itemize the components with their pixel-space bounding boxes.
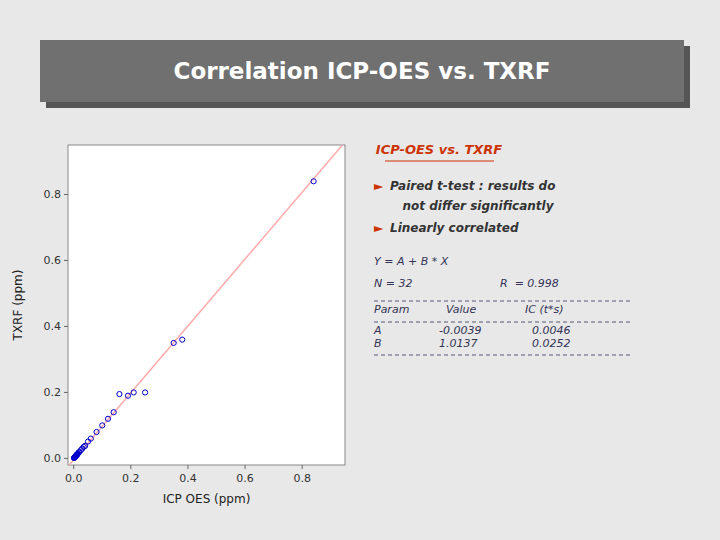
- table-separator: [374, 322, 633, 323]
- point: [105, 416, 110, 421]
- annotation: Param: [374, 303, 409, 316]
- y-tick-label: 0.4: [44, 320, 62, 333]
- x-tick: [245, 465, 246, 469]
- point: [94, 429, 99, 434]
- chart: Correlation ICP-OES vs. TXRF 0.0 0.2 0.4 0.6…: [0, 0, 720, 540]
- x-tick-label: 0.4: [179, 472, 197, 485]
- bullet: ►: [374, 221, 384, 235]
- y-tick: [64, 458, 68, 459]
- panel-title-underline: [385, 161, 494, 162]
- annotation: -0.0039: [439, 324, 481, 337]
- annotation: Y = A + B * X: [374, 255, 449, 268]
- y-tick: [64, 326, 68, 327]
- annotation: N = 32: [374, 277, 412, 290]
- annotation: IC (t*s): [525, 303, 564, 316]
- plot-marks: [68, 145, 345, 465]
- point: [111, 410, 116, 415]
- title: Correlation ICP-OES vs. TXRF: [174, 58, 551, 84]
- y-axis-label: TXRF (ppm): [11, 270, 25, 342]
- x-tick-label: 0.6: [236, 472, 254, 485]
- y-tick: [64, 194, 68, 195]
- x-tick: [73, 465, 74, 469]
- point: [143, 390, 148, 395]
- y-tick-label: 0.0: [44, 452, 62, 465]
- y-tick-label: 0.8: [44, 188, 62, 201]
- regression-line: [68, 145, 345, 465]
- point: [180, 337, 185, 342]
- x-tick: [187, 465, 188, 469]
- bullet: ►: [374, 179, 384, 193]
- table-separator: [374, 355, 633, 356]
- point: [131, 390, 136, 395]
- annotation: B: [374, 337, 382, 350]
- y-tick-label: 0.2: [44, 386, 62, 399]
- annotation: Paired t-test : results do: [390, 179, 555, 193]
- y-tick: [64, 392, 68, 393]
- annotation: A: [373, 324, 382, 337]
- annotation: ICP-OES vs. TXRF: [376, 142, 502, 157]
- annotation: Linearly correlated: [390, 221, 519, 235]
- point: [125, 393, 130, 398]
- point: [100, 423, 105, 428]
- x-tick: [130, 465, 131, 469]
- point: [88, 436, 93, 441]
- y-tick: [64, 260, 68, 261]
- point: [117, 391, 122, 396]
- annotation: 0.0252: [532, 337, 571, 350]
- point: [311, 179, 316, 184]
- x-axis-label: ICP OES (ppm): [163, 492, 251, 506]
- x-tick-label: 0.0: [65, 472, 83, 485]
- annotation: Value: [446, 303, 477, 316]
- annotation: not differ significantly: [390, 199, 555, 213]
- annotation: R = 0.998: [500, 277, 559, 290]
- x-tick-label: 0.8: [293, 472, 311, 485]
- y-tick-label: 0.6: [44, 254, 62, 267]
- x-tick-label: 0.2: [122, 472, 140, 485]
- annotation: 1.0137: [439, 337, 478, 350]
- x-tick: [302, 465, 303, 469]
- title-banner: [40, 40, 684, 102]
- annotation: 0.0046: [532, 324, 571, 337]
- point: [171, 340, 176, 345]
- table-separator: [374, 301, 633, 302]
